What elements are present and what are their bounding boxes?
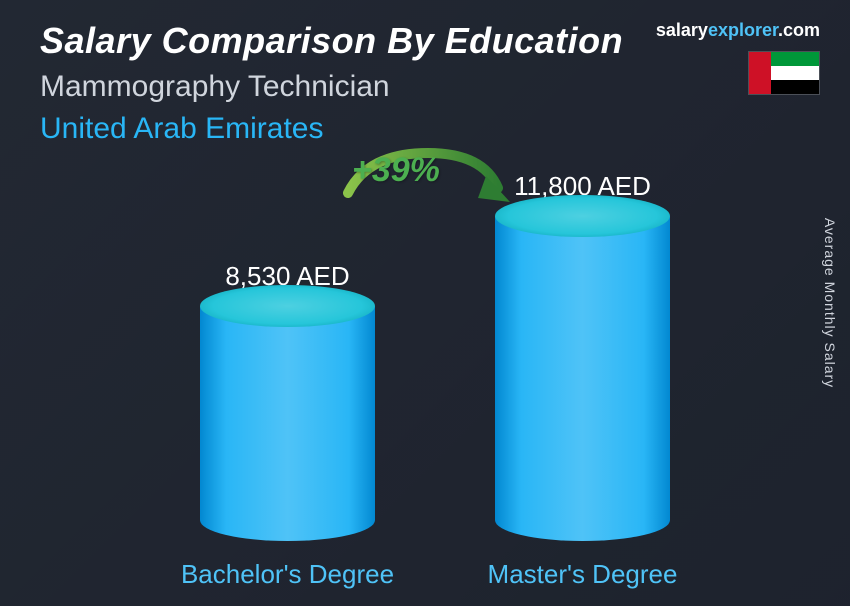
- x-axis-labels: Bachelor's Degree Master's Degree: [140, 559, 730, 590]
- brand-area: salaryexplorer.com: [656, 20, 820, 95]
- flag-horizontal-stripes: [771, 52, 819, 94]
- titles-block: Salary Comparison By Education Mammograp…: [40, 20, 656, 146]
- subtitle: Mammography Technician: [40, 70, 656, 104]
- bar-3d-masters: [495, 216, 670, 541]
- flag-red-stripe: [749, 52, 771, 94]
- bar-group-bachelors: 8,530 AED: [200, 261, 375, 541]
- brand-part-explorer: explorer: [708, 20, 778, 40]
- flag-black-stripe: [771, 80, 819, 94]
- brand-logo: salaryexplorer.com: [656, 20, 820, 41]
- flag-white-stripe: [771, 66, 819, 80]
- header: Salary Comparison By Education Mammograp…: [0, 0, 850, 146]
- flag-green-stripe: [771, 52, 819, 66]
- country-name: United Arab Emirates: [40, 112, 656, 146]
- bar-body-bachelors: [200, 306, 375, 541]
- brand-part-salary: salary: [656, 20, 708, 40]
- uae-flag-icon: [748, 51, 820, 95]
- y-axis-label: Average Monthly Salary: [822, 218, 838, 388]
- bar-top-bachelors: [200, 285, 375, 327]
- bar-3d-bachelors: [200, 306, 375, 541]
- x-label-masters: Master's Degree: [463, 559, 703, 590]
- bar-body-masters: [495, 216, 670, 541]
- percent-increase-label: +39%: [352, 151, 440, 190]
- x-label-bachelors: Bachelor's Degree: [168, 559, 408, 590]
- brand-part-com: .com: [778, 20, 820, 40]
- main-title: Salary Comparison By Education: [40, 20, 656, 62]
- chart-container: Salary Comparison By Education Mammograp…: [0, 0, 850, 606]
